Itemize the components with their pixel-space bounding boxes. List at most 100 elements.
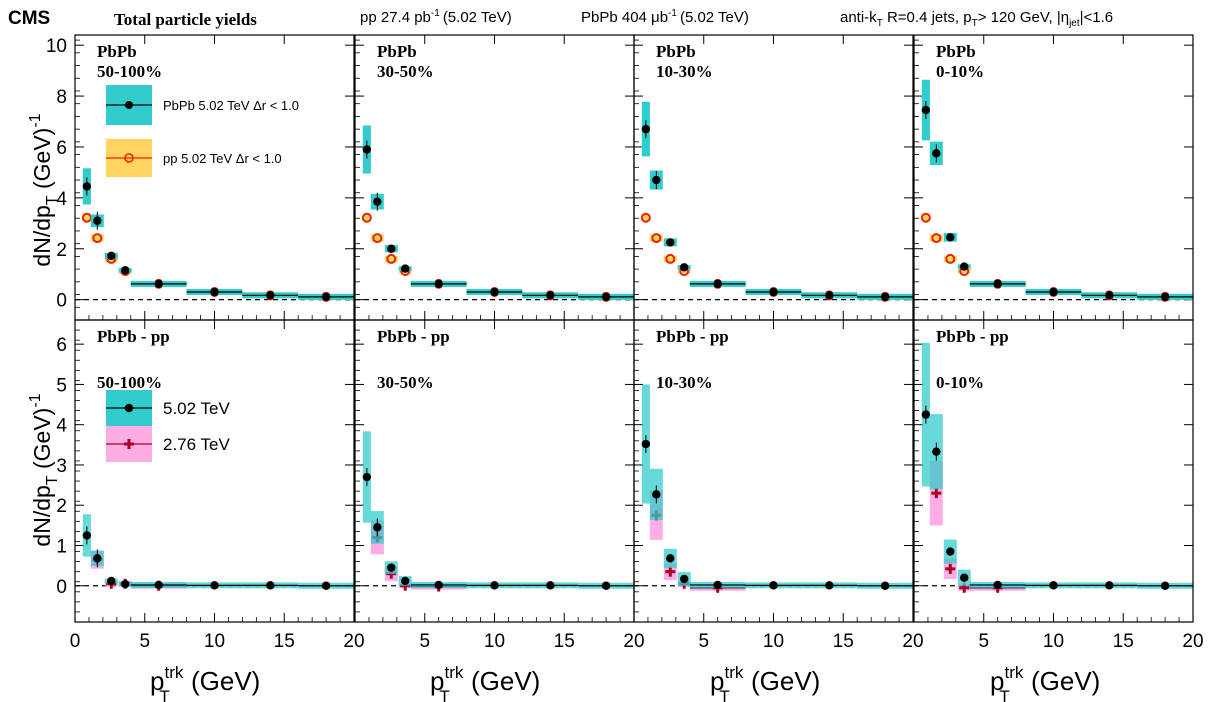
pp-502-sys-box <box>929 234 943 242</box>
x-axis-labels: ptrk T (GeV) ptrk T (GeV) ptrk T (GeV) ptrk T (… <box>150 663 1100 702</box>
diff-502-point <box>601 581 611 590</box>
x-tick-label: 15 <box>274 631 295 652</box>
diff-502-point <box>921 410 931 419</box>
x-axis-title-sub: T <box>719 687 729 702</box>
pbpb-502-point <box>490 287 499 297</box>
pbpb-502-point <box>880 292 890 302</box>
centrality-label: 30-50% <box>377 62 434 81</box>
pbpb-502-point <box>387 244 396 253</box>
x-axis-title-sub: T <box>999 687 1009 702</box>
y-tick-label: 1 <box>56 536 67 557</box>
x-axis-title-sup: trk <box>724 663 743 682</box>
x-axis-title: ptrk T (GeV) <box>150 663 260 702</box>
pp-502-sys-box <box>957 268 971 274</box>
header: CMS Total particle yields pp 27.4 pb-1 (5… <box>8 8 1113 29</box>
diff-502-point <box>107 576 116 586</box>
diff-502-point <box>666 554 675 563</box>
panel-frame <box>633 319 914 623</box>
diff-502-point <box>713 580 722 590</box>
diff-502-point <box>82 531 92 540</box>
diff-502-point <box>960 573 969 582</box>
y-tick-label: 6 <box>56 335 67 356</box>
x-tick-label: 20 <box>902 631 923 652</box>
pp-502-sys-box <box>362 214 371 221</box>
centrality-label: 50-100% <box>97 62 162 81</box>
pbpb-502-point <box>1160 292 1170 302</box>
diff-502-point <box>321 581 331 590</box>
x-tick-label: 10 <box>1043 631 1064 652</box>
diff-502-point <box>932 447 941 456</box>
x-axis-title-main: p <box>150 666 164 696</box>
pbpb-502-point <box>546 291 555 300</box>
pp-502-sys-box <box>90 234 104 242</box>
x-tick-label: 10 <box>763 631 784 652</box>
pbpb-502-point <box>321 292 331 302</box>
pbpb-502-point <box>993 279 1002 289</box>
panel-label: PbPb - pp <box>97 327 170 346</box>
x-axis-title-unit: (GeV) <box>464 666 541 696</box>
centrality-label: 0-10% <box>936 62 984 81</box>
x-axis-title: ptrk T (GeV) <box>430 663 540 702</box>
y-tick-label: 10 <box>46 36 67 57</box>
svg-text:dN/dpT (GeV)-1: dN/dpT (GeV)-1 <box>27 113 61 266</box>
y-tick-label: 3 <box>56 456 67 477</box>
diff-502-point <box>93 554 102 563</box>
pbpb-502-point <box>373 197 382 206</box>
diff-502-point <box>1049 581 1058 590</box>
panel-label: PbPb <box>656 42 696 61</box>
pp-lumi: pp 27.4 pb-1 (5.02 TeV) <box>360 8 512 26</box>
diff-502-point <box>1160 581 1170 590</box>
panel-label: PbPb - pp <box>377 327 450 346</box>
legend-276-label: 2.76 TeV <box>163 435 230 454</box>
x-axis-title-unit: (GeV) <box>184 666 261 696</box>
x-axis-title-unit: (GeV) <box>744 666 821 696</box>
legend-pp-label: pp 5.02 TeV Δr < 1.0 <box>163 151 282 166</box>
x-axis-title-sub: T <box>159 687 169 702</box>
pp-502-sys-box <box>384 255 398 263</box>
pp-502-sys-box <box>921 214 930 221</box>
x-tick-label: 15 <box>1113 631 1134 652</box>
pbpb-502-point <box>107 251 116 261</box>
pbpb-502-point <box>434 279 443 289</box>
panel-label: PbPb - pp <box>936 327 1009 346</box>
diff-502-point <box>434 580 443 590</box>
y-tick-label: 0 <box>56 577 67 598</box>
pbpb-502-point <box>121 266 130 275</box>
diff-502-point <box>880 581 890 590</box>
cms-label: CMS <box>8 8 50 29</box>
pbpb-502-point <box>680 263 689 272</box>
x-tick-label: 5 <box>419 631 430 652</box>
diff-502-point <box>993 580 1002 590</box>
title: Total particle yields <box>114 10 257 29</box>
pbpb-502-point <box>825 291 834 300</box>
pp-502-sys-box <box>663 255 677 263</box>
pp-502-point <box>372 233 383 244</box>
x-axis-title-sub: T <box>439 687 449 702</box>
x-tick-label: 0 <box>70 631 81 652</box>
legend-top: PbPb 5.02 TeV Δr < 1.0 pp 5.02 TeV Δr < 1… <box>106 85 299 177</box>
centrality-label: 0-10% <box>936 373 984 392</box>
diff-502-point <box>641 439 651 449</box>
legend-pbpb-marker <box>125 101 133 109</box>
y-tick-label: 8 <box>56 87 67 108</box>
jet-cuts: anti-kT R=0.4 jets, pT> 120 GeV, |ηjet|<… <box>840 9 1113 29</box>
x-axis-title-sup: trk <box>1004 663 1023 682</box>
centrality-label: 10-30% <box>656 62 713 81</box>
pbpb-502-point <box>713 279 722 289</box>
y-tick-label: 6 <box>56 138 67 159</box>
pbpb-lumi: PbPb 404 μb-1 (5.02 TeV) <box>581 8 749 26</box>
diff-276-point <box>931 488 942 499</box>
pp-502-point <box>92 233 103 244</box>
pbpb-502-point <box>210 287 219 297</box>
pp-502-sys-box <box>82 214 91 221</box>
diff-502-point <box>825 581 834 590</box>
diff-276-point <box>945 563 956 574</box>
x-tick-label: 20 <box>343 631 364 652</box>
pbpb-502-point <box>266 291 275 300</box>
centrality-label: 30-50% <box>377 373 434 392</box>
pbpb-502-point <box>401 264 410 273</box>
